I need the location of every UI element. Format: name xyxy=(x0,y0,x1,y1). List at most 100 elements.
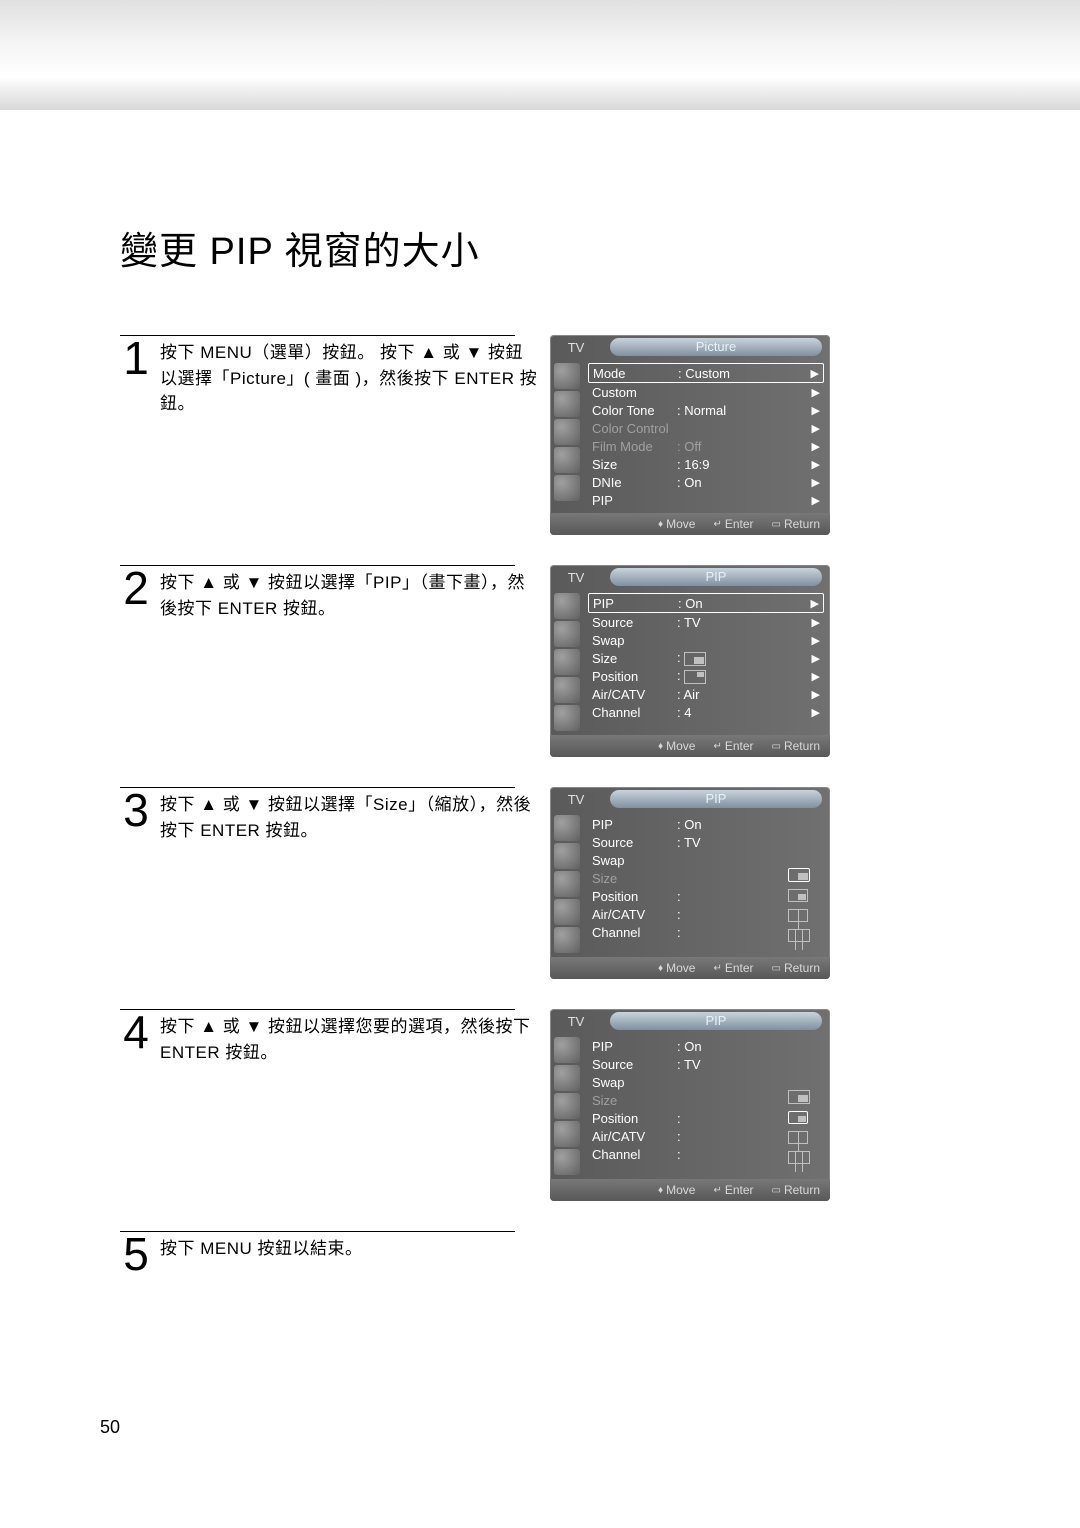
osd-menu-item[interactable]: Position : ▶ xyxy=(588,667,824,685)
osd-menu-item[interactable]: Source : TV xyxy=(588,1055,824,1073)
osd-item-label: Swap xyxy=(592,1075,677,1090)
osd-header: TV PIP xyxy=(550,565,830,589)
osd-menu-item[interactable]: PIP : On xyxy=(588,1037,824,1055)
osd-menu-item[interactable]: Color Tone : Normal ▶ xyxy=(588,401,824,419)
osd-menu-item[interactable]: PIP ▶ xyxy=(588,491,824,509)
chevron-right-icon: ▶ xyxy=(806,422,820,435)
osd-item-label: DNIe xyxy=(592,475,677,490)
osd-item-value: : Off xyxy=(677,439,806,454)
category-icon[interactable] xyxy=(554,815,580,841)
osd-item-value: : On xyxy=(678,596,805,611)
osd-item-label: Position xyxy=(592,669,677,684)
step-3-block: 3 按下 ▲ 或 ▼ 按鈕以選擇「Size」（縮放），然後按下 ENTER 按鈕… xyxy=(120,787,980,979)
category-icon[interactable] xyxy=(554,447,580,473)
osd-tv-label: TV xyxy=(550,570,602,585)
category-icon[interactable] xyxy=(554,677,580,703)
size-option[interactable] xyxy=(788,1107,810,1127)
osd-menu-item[interactable]: DNIe : On ▶ xyxy=(588,473,824,491)
size-option[interactable] xyxy=(788,1127,810,1147)
osd-item-label: Mode xyxy=(593,366,678,381)
osd-list: PIP : On ▶ Source : TV ▶ Swap ▶ Size : ▶… xyxy=(584,589,830,735)
osd-item-value: : On xyxy=(677,1039,806,1054)
category-icon[interactable] xyxy=(554,1093,580,1119)
page-title: 變更 PIP 視窗的大小 xyxy=(120,220,980,275)
osd-title: PIP xyxy=(610,568,822,586)
osd-item-value: : 16:9 xyxy=(677,457,806,472)
osd-item-label: PIP xyxy=(593,596,678,611)
osd-menu: TV Picture Mode : Custom ▶ Custom ▶ Colo xyxy=(550,335,830,535)
category-icon[interactable] xyxy=(554,621,580,647)
category-icon[interactable] xyxy=(554,843,580,869)
size-option[interactable] xyxy=(788,925,810,945)
footer-return: ▭Return xyxy=(772,517,820,531)
osd-title: Picture xyxy=(610,338,822,356)
size-option[interactable] xyxy=(788,1147,810,1167)
category-icon[interactable] xyxy=(554,649,580,675)
enter-icon: ↵ xyxy=(713,519,721,530)
osd-menu-item[interactable]: Size : 16:9 ▶ xyxy=(588,455,824,473)
osd-header: TV Picture xyxy=(550,335,830,359)
osd-menu-item[interactable]: Channel : 4 ▶ xyxy=(588,703,824,721)
osd-footer: ♦Move ↵Enter ▭Return xyxy=(550,1179,830,1201)
osd-item-value: : xyxy=(677,668,806,684)
osd-menu-item[interactable]: Mode : Custom ▶ xyxy=(588,363,824,383)
divider xyxy=(120,1009,515,1010)
page-number: 50 xyxy=(100,1417,120,1438)
step-text: 按下 MENU（選單）按鈕。 按下 ▲ 或 ▼ 按鈕以選擇「Picture」( … xyxy=(160,338,540,417)
page-content: 變更 PIP 視窗的大小 1 按下 MENU（選單）按鈕。 按下 ▲ 或 ▼ 按… xyxy=(0,110,1080,1275)
step-number: 3 xyxy=(120,790,152,831)
osd-menu-item[interactable]: Size : ▶ xyxy=(588,649,824,667)
osd-item-label: Air/CATV xyxy=(592,1129,677,1144)
osd-item-label: Channel xyxy=(592,925,677,940)
osd-menu-item[interactable]: Film Mode : Off ▶ xyxy=(588,437,824,455)
osd-item-label: Color Control xyxy=(592,421,677,436)
category-icon[interactable] xyxy=(554,475,580,501)
osd-menu-item[interactable]: PIP : On xyxy=(588,815,824,833)
size-option[interactable] xyxy=(788,905,810,925)
footer-enter: ↵Enter xyxy=(713,739,753,753)
size-option[interactable] xyxy=(788,1087,810,1107)
osd-icon-column xyxy=(550,359,584,513)
category-icon[interactable] xyxy=(554,871,580,897)
osd-item-label: PIP xyxy=(592,817,677,832)
divider xyxy=(120,565,515,566)
footer-return: ▭Return xyxy=(772,739,820,753)
category-icon[interactable] xyxy=(554,1037,580,1063)
footer-enter: ↵Enter xyxy=(713,517,753,531)
category-icon[interactable] xyxy=(554,705,580,731)
category-icon[interactable] xyxy=(554,1149,580,1175)
chevron-right-icon: ▶ xyxy=(806,476,820,489)
category-icon[interactable] xyxy=(554,927,580,953)
category-icon[interactable] xyxy=(554,419,580,445)
osd-tv-label: TV xyxy=(550,1014,602,1029)
osd-item-label: Air/CATV xyxy=(592,687,677,702)
footer-enter: ↵Enter xyxy=(713,1183,753,1197)
updown-icon: ♦ xyxy=(658,963,663,974)
osd-title: PIP xyxy=(610,1012,822,1030)
osd-menu-item[interactable]: Custom ▶ xyxy=(588,383,824,401)
osd-item-value: : On xyxy=(677,475,806,490)
category-icon[interactable] xyxy=(554,391,580,417)
step-text: 按下 ▲ 或 ▼ 按鈕以選擇「Size」（縮放），然後按下 ENTER 按鈕。 xyxy=(160,790,540,843)
category-icon[interactable] xyxy=(554,1065,580,1091)
osd-item-label: Channel xyxy=(592,705,677,720)
osd-menu-item[interactable]: Color Control ▶ xyxy=(588,419,824,437)
return-icon: ▭ xyxy=(772,1185,781,1196)
chevron-right-icon: ▶ xyxy=(806,494,820,507)
osd-menu-item[interactable]: Swap ▶ xyxy=(588,631,824,649)
updown-icon: ♦ xyxy=(658,1185,663,1196)
osd-menu-item[interactable]: PIP : On ▶ xyxy=(588,593,824,613)
osd-item-value: : TV xyxy=(677,615,806,630)
category-icon[interactable] xyxy=(554,899,580,925)
osd-menu-item[interactable]: Source : TV xyxy=(588,833,824,851)
osd-list: PIP : On Source : TV Swap Size Position … xyxy=(584,811,830,957)
osd-menu-item[interactable]: Air/CATV : Air ▶ xyxy=(588,685,824,703)
category-icon[interactable] xyxy=(554,363,580,389)
chevron-right-icon: ▶ xyxy=(806,440,820,453)
size-option[interactable] xyxy=(788,885,810,905)
size-option[interactable] xyxy=(788,865,810,885)
osd-menu-item[interactable]: Source : TV ▶ xyxy=(588,613,824,631)
category-icon[interactable] xyxy=(554,593,580,619)
category-icon[interactable] xyxy=(554,1121,580,1147)
chevron-right-icon: ▶ xyxy=(805,367,819,380)
